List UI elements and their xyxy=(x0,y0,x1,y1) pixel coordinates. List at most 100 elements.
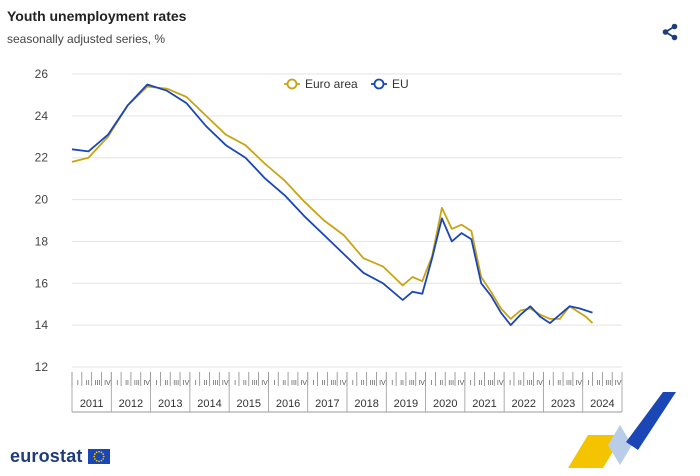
quarter-label: II xyxy=(204,380,208,387)
legend-label: Euro area xyxy=(305,77,358,91)
quarter-label: IV xyxy=(104,380,111,387)
year-label: 2015 xyxy=(237,398,261,410)
quarter-label: I xyxy=(116,380,118,387)
quarter-label: I xyxy=(470,380,472,387)
series-line-euro-area xyxy=(71,85,594,324)
quarter-label: I xyxy=(548,380,550,387)
brand-name: eurostat xyxy=(10,446,83,466)
quarter-label: I xyxy=(391,380,393,387)
quarter-label: III xyxy=(173,380,179,387)
quarter-label: IV xyxy=(340,380,347,387)
year-label: 2017 xyxy=(315,398,339,410)
flag-star xyxy=(97,460,100,463)
quarter-label: IV xyxy=(379,380,386,387)
year-label: 2024 xyxy=(590,398,614,410)
quarter-label: IV xyxy=(261,380,268,387)
chart-title: Youth unemployment rates xyxy=(7,8,187,24)
y-tick-label: 24 xyxy=(35,109,49,123)
legend-label: EU xyxy=(392,77,409,91)
quarter-label: II xyxy=(164,380,168,387)
quarter-label: III xyxy=(134,380,140,387)
quarter-label: I xyxy=(273,380,275,387)
quarter-label: II xyxy=(86,380,90,387)
quarter-label: II xyxy=(322,380,326,387)
quarter-label: I xyxy=(588,380,590,387)
chart-subtitle: seasonally adjusted series, % xyxy=(7,32,166,46)
quarter-label: IV xyxy=(143,380,150,387)
quarter-label: II xyxy=(479,380,483,387)
eu-flag-icon xyxy=(87,449,110,464)
quarter-label: II xyxy=(243,380,247,387)
flag-star xyxy=(95,451,98,454)
quarter-label: I xyxy=(234,380,236,387)
year-label: 2022 xyxy=(512,398,536,410)
year-label: 2019 xyxy=(394,398,418,410)
quarter-label: III xyxy=(527,380,533,387)
quarter-label: IV xyxy=(183,380,190,387)
flag-star xyxy=(97,450,100,453)
quarter-label: III xyxy=(566,380,572,387)
quarter-label: III xyxy=(409,380,415,387)
eurostat-logo: eurostat xyxy=(10,446,110,467)
year-label: 2020 xyxy=(433,398,457,410)
year-label: 2013 xyxy=(158,398,182,410)
quarter-label: III xyxy=(252,380,258,387)
year-label: 2018 xyxy=(354,398,378,410)
quarter-label: IV xyxy=(575,380,582,387)
flag-star xyxy=(101,458,104,460)
share-icon[interactable] xyxy=(660,22,680,42)
quarter-label: III xyxy=(291,380,297,387)
quarter-label: III xyxy=(448,380,454,387)
quarter-label: I xyxy=(313,380,315,387)
quarter-label: III xyxy=(487,380,493,387)
y-tick-label: 12 xyxy=(35,360,49,374)
y-tick-label: 18 xyxy=(35,234,49,248)
y-tick-label: 16 xyxy=(35,276,49,290)
y-tick-label: 22 xyxy=(35,151,49,165)
quarter-label: I xyxy=(195,380,197,387)
quarter-label: III xyxy=(95,380,101,387)
year-label: 2021 xyxy=(472,398,496,410)
flag-star xyxy=(100,459,102,462)
quarter-label: II xyxy=(361,380,365,387)
flag-star xyxy=(93,455,95,458)
quarter-label: III xyxy=(605,380,611,387)
quarter-label: II xyxy=(400,380,404,387)
quarter-label: I xyxy=(352,380,354,387)
series-lines xyxy=(71,83,594,326)
quarter-label: III xyxy=(330,380,336,387)
flag-star xyxy=(100,451,102,454)
quarter-label: IV xyxy=(615,380,622,387)
y-tick-label: 26 xyxy=(35,67,49,81)
quarter-label: III xyxy=(370,380,376,387)
quarter-label: IV xyxy=(536,380,543,387)
quarter-label: I xyxy=(156,380,158,387)
grid-lines xyxy=(72,73,622,368)
quarter-label: II xyxy=(557,380,561,387)
quarter-label: III xyxy=(212,380,218,387)
flag-star xyxy=(93,453,96,455)
y-tick-label: 14 xyxy=(35,318,49,332)
quarter-label: IV xyxy=(300,380,307,387)
eurostat-chevron-logo xyxy=(568,392,676,468)
legend: Euro area EU xyxy=(284,77,409,91)
flag-star xyxy=(95,459,98,462)
flag-star xyxy=(102,455,105,458)
flag-star xyxy=(93,458,96,460)
legend-marker xyxy=(286,78,298,90)
year-label: 2016 xyxy=(276,398,300,410)
quarter-label: II xyxy=(125,380,129,387)
year-label: 2012 xyxy=(119,398,143,410)
quarter-label: I xyxy=(77,380,79,387)
quarter-label: I xyxy=(431,380,433,387)
y-axis: 12 14 16 18 20 22 24 26 xyxy=(35,67,49,374)
quarter-label: II xyxy=(282,380,286,387)
quarter-label: II xyxy=(518,380,522,387)
series-line-eu xyxy=(71,83,593,326)
quarter-label: IV xyxy=(418,380,425,387)
quarter-label: IV xyxy=(497,380,504,387)
flag-star xyxy=(101,453,104,455)
quarter-label: II xyxy=(439,380,443,387)
